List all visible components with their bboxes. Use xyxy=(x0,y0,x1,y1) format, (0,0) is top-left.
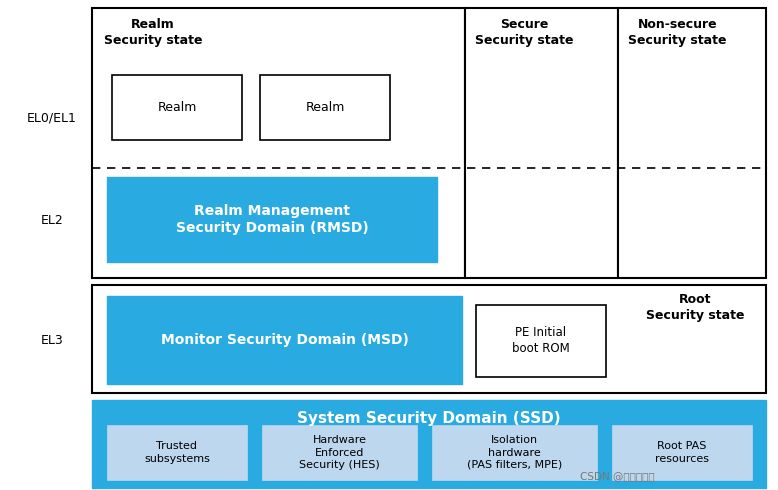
Bar xyxy=(476,305,606,377)
Text: Realm: Realm xyxy=(157,101,197,114)
Text: PE Initial
boot ROM: PE Initial boot ROM xyxy=(512,326,569,356)
Bar xyxy=(92,400,766,488)
Text: Secure
Security state: Secure Security state xyxy=(475,18,573,47)
Text: Realm
Security state: Realm Security state xyxy=(104,18,202,47)
Bar xyxy=(107,177,437,262)
Bar xyxy=(92,285,766,393)
Bar xyxy=(262,425,417,480)
Bar xyxy=(92,8,465,278)
Bar xyxy=(465,8,618,278)
Text: Non-secure
Security state: Non-secure Security state xyxy=(628,18,727,47)
Bar xyxy=(107,296,462,384)
Text: Monitor Security Domain (MSD): Monitor Security Domain (MSD) xyxy=(160,333,408,347)
Text: EL0/EL1: EL0/EL1 xyxy=(27,112,77,124)
Text: CSDN @安全二次方: CSDN @安全二次方 xyxy=(580,471,654,481)
Text: Realm: Realm xyxy=(305,101,345,114)
Bar xyxy=(260,75,390,140)
Text: Hardware
Enforced
Security (HES): Hardware Enforced Security (HES) xyxy=(299,435,380,470)
Bar xyxy=(107,425,247,480)
Bar xyxy=(432,425,597,480)
Text: Trusted
subsystems: Trusted subsystems xyxy=(144,441,210,464)
Text: EL2: EL2 xyxy=(40,214,63,226)
Bar xyxy=(112,75,242,140)
Text: EL3: EL3 xyxy=(40,334,63,346)
Text: Isolation
hardware
(PAS filters, MPE): Isolation hardware (PAS filters, MPE) xyxy=(467,435,562,470)
Text: System Security Domain (SSD): System Security Domain (SSD) xyxy=(297,411,561,425)
Bar xyxy=(618,8,766,278)
Text: Root
Security state: Root Security state xyxy=(646,293,745,322)
Text: Realm Management
Security Domain (RMSD): Realm Management Security Domain (RMSD) xyxy=(176,204,368,235)
Bar xyxy=(612,425,752,480)
Text: Root PAS
resources: Root PAS resources xyxy=(655,441,709,464)
